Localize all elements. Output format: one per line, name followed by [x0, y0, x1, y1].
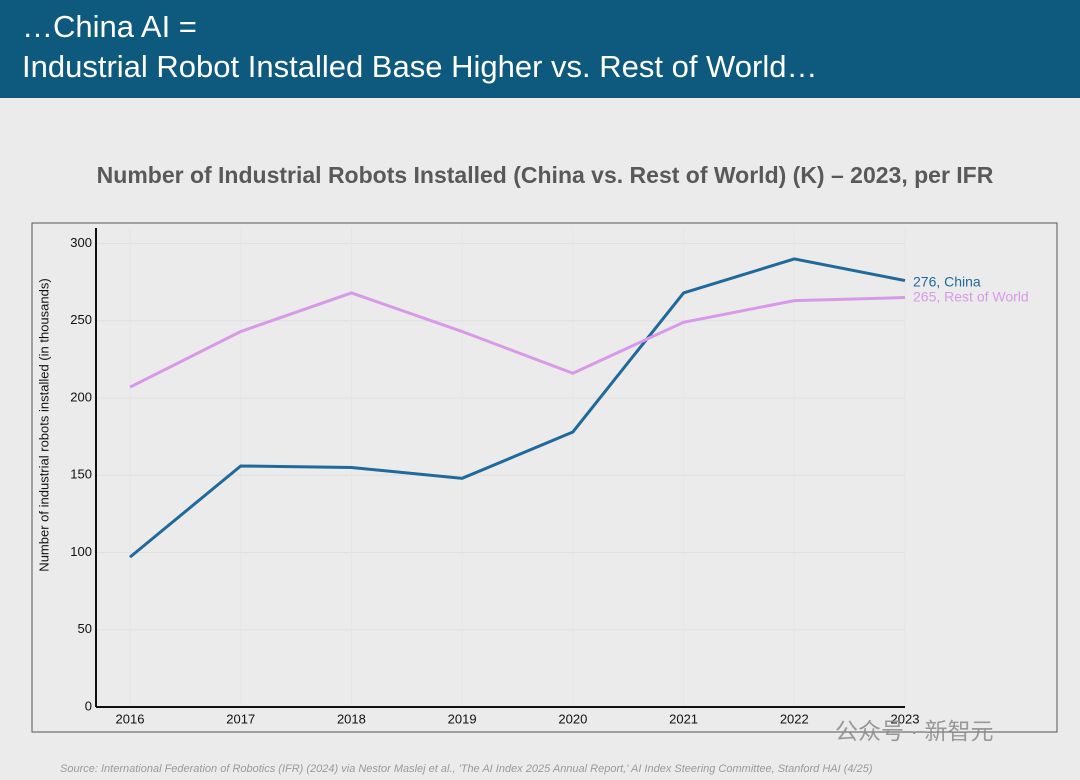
- end-label: 276, China: [913, 273, 981, 289]
- plot: 0 50 100 150 200 250 300 2016 2017 2018 2019 2020 20…: [70, 228, 1029, 726]
- x-tick-label: 2021: [669, 711, 698, 726]
- y-tick-label: 50: [78, 621, 92, 636]
- y-tick-label: 300: [70, 235, 92, 250]
- x-tick-label: 2017: [226, 711, 255, 726]
- end-value: 265,: [913, 288, 940, 304]
- header-title: …China AI =: [22, 9, 197, 44]
- chart-frame: [31, 222, 1058, 733]
- y-tick-label: 150: [70, 467, 92, 482]
- y-tick-label: 250: [70, 312, 92, 327]
- end-label: 265, Rest of World: [913, 288, 1029, 304]
- series-line: [129, 291, 906, 389]
- y-tick-label: 0: [85, 698, 92, 713]
- legend-entry: Rest of World: [944, 288, 1029, 304]
- end-value: 276,: [913, 273, 940, 289]
- x-tick-label: 2022: [780, 711, 809, 726]
- x-tick-label: 2023: [891, 711, 920, 726]
- x-tick-label: 2016: [116, 711, 145, 726]
- header-band: [0, 0, 1080, 98]
- y-axis-label: Number of industrial robots installed (i…: [36, 278, 51, 571]
- x-tick-label: 2019: [448, 711, 477, 726]
- header-title: Industrial Robot Installed Base Higher v…: [22, 49, 817, 84]
- y-tick-label: 100: [70, 544, 92, 559]
- x-tick-label: 2020: [558, 711, 587, 726]
- source-note: Source: International Federation of Robo…: [60, 763, 873, 775]
- watermark: 公众号 · 新智元: [835, 718, 993, 744]
- y-tick-label: 200: [70, 389, 92, 404]
- chart-title: Number of Industrial Robots Installed (C…: [97, 162, 994, 188]
- series-line: [129, 257, 906, 559]
- x-tick-label: 2018: [337, 711, 366, 726]
- legend-entry: China: [944, 273, 981, 289]
